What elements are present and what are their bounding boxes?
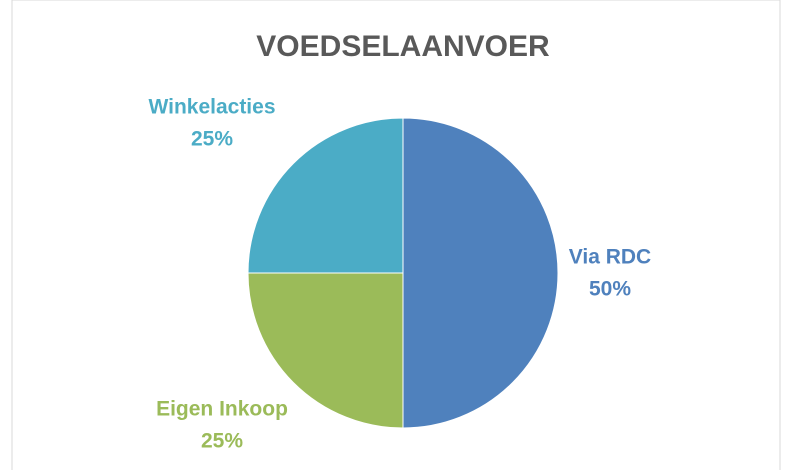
pie-slice	[247, 272, 404, 429]
pie-slice	[402, 117, 559, 429]
slice-value-label: 25%	[201, 430, 243, 453]
slice-category-label: Winkelacties	[148, 96, 275, 119]
pie-slice	[247, 117, 404, 274]
slice-category-label: Eigen Inkoop	[156, 398, 288, 421]
slice-value-label: 50%	[589, 278, 631, 301]
slice-category-label: Via RDC	[569, 246, 651, 269]
chart-title: VOEDSELAANVOER	[256, 30, 550, 63]
slice-value-label: 25%	[191, 128, 233, 151]
